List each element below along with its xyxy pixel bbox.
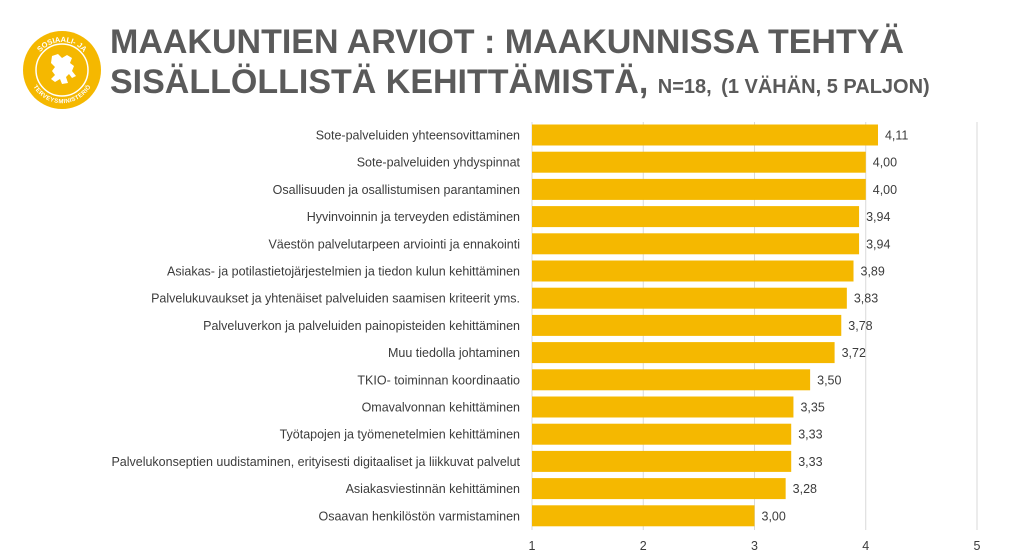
category-label: Palveluverkon ja palveluiden painopistei…: [203, 319, 520, 333]
x-tick-label: 2: [640, 539, 647, 552]
bar: [532, 124, 878, 146]
title-line-2: SISÄLLÖLLISTÄ KEHITTÄMISTÄ, N=18, (1 VÄH…: [110, 62, 1015, 107]
title-sample-size: N=18,: [657, 76, 712, 98]
bar: [532, 396, 794, 418]
category-label: Asiakas- ja potilastietojärjestelmien ja…: [167, 265, 520, 279]
category-label: TKIO- toiminnan koordinaatio: [357, 373, 520, 387]
chart-category-labels: Sote-palveluiden yhteensovittaminen Sote-…: [111, 129, 520, 524]
category-label: Sote-palveluiden yhdyspinnat: [357, 156, 521, 170]
category-label: Hyvinvoinnin ja terveyden edistäminen: [307, 210, 520, 224]
title-scale-note: (1 VÄHÄN, 5 PALJON): [721, 76, 930, 98]
bar: [532, 260, 854, 282]
bar: [532, 206, 860, 228]
bar: [532, 233, 860, 255]
value-label: 3,89: [861, 265, 885, 279]
category-label: Väestön palvelutarpeen arviointi ja enna…: [268, 237, 520, 251]
category-label: Muu tiedolla johtaminen: [388, 346, 520, 360]
ministry-logo: SOSIAALI- JA TERVEYSMINISTERIÖ: [23, 31, 101, 109]
value-label: 3,33: [798, 428, 822, 442]
value-label: 3,83: [854, 292, 878, 306]
category-label: Omavalvonnan kehittäminen: [362, 401, 520, 415]
value-label: 3,35: [800, 401, 824, 415]
category-label: Työtapojen ja työmenetelmien kehittämine…: [280, 428, 520, 442]
bar: [532, 450, 792, 472]
x-tick-label: 1: [529, 539, 536, 552]
lion-icon: [51, 54, 76, 84]
chart-title: MAAKUNTIEN ARVIOT : MAAKUNNISSA TEHTYÄ S…: [110, 22, 1015, 107]
title-line-1: MAAKUNTIEN ARVIOT : MAAKUNNISSA TEHTYÄ: [110, 23, 904, 61]
bar: [532, 369, 811, 391]
value-label: 3,00: [762, 509, 786, 523]
bar: [532, 151, 866, 173]
value-label: 3,28: [793, 482, 817, 496]
value-label: 3,94: [866, 210, 890, 224]
bar: [532, 178, 866, 200]
x-tick-label: 5: [974, 539, 981, 552]
value-label: 4,00: [873, 183, 897, 197]
value-label: 3,78: [848, 319, 872, 333]
category-label: Palvelukuvaukset ja yhtenäiset palveluid…: [151, 292, 520, 306]
category-label: Sote-palveluiden yhteensovittaminen: [316, 129, 520, 143]
value-label: 4,00: [873, 156, 897, 170]
category-label: Osaavan henkilöstön varmistaminen: [319, 509, 521, 523]
x-tick-label: 3: [751, 539, 758, 552]
bar: [532, 342, 835, 364]
value-label: 3,33: [798, 455, 822, 469]
x-tick-label: 4: [862, 539, 869, 552]
chart-bars: [532, 124, 878, 527]
value-label: 3,72: [842, 346, 866, 360]
category-label: Palvelukonseptien uudistaminen, erityise…: [111, 455, 520, 469]
bar: [532, 505, 755, 527]
value-label: 3,94: [866, 237, 890, 251]
bar: [532, 423, 792, 445]
title-line-2-main: SISÄLLÖLLISTÄ KEHITTÄMISTÄ,: [110, 63, 649, 101]
bar: [532, 287, 847, 309]
category-label: Asiakasviestinnän kehittäminen: [346, 482, 520, 496]
category-label: Osallisuuden ja osallistumisen parantami…: [273, 183, 520, 197]
value-label: 3,50: [817, 373, 841, 387]
value-label: 4,11: [885, 129, 908, 143]
bar: [532, 478, 786, 500]
chart-x-axis: 1 2 3 4 5: [529, 539, 981, 552]
bar: [532, 314, 842, 336]
chart-value-labels: 4,11 4,00 4,00 3,94 3,94 3,89 3,83 3,78 3,723,50…: [762, 129, 909, 524]
